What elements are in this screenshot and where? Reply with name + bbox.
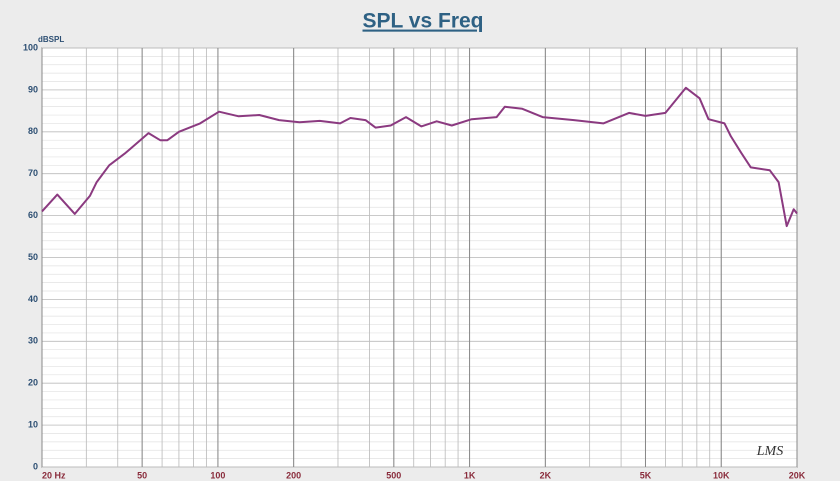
x-tick-label: 20K — [789, 470, 806, 480]
y-tick-label: 70 — [28, 168, 38, 178]
y-tick-label: 30 — [28, 336, 38, 346]
y-tick-label: 10 — [28, 419, 38, 429]
y-tick-label: 0 — [33, 461, 38, 471]
x-tick-label: 500 — [386, 470, 401, 480]
chart-title: SPL vs Freq — [363, 10, 484, 33]
y-tick-label: 100 — [23, 42, 38, 52]
x-tick-label: 10K — [713, 470, 730, 480]
x-tick-label: 100 — [210, 470, 225, 480]
x-tick-label: 200 — [286, 470, 301, 480]
y-tick-label: 90 — [28, 84, 38, 94]
x-tick-label: 50 — [137, 470, 147, 480]
x-tick-label: 1K — [464, 470, 476, 480]
y-tick-label: 60 — [28, 210, 38, 220]
y-tick-label: 80 — [28, 126, 38, 136]
y-tick-label: 50 — [28, 252, 38, 262]
spl-line — [41, 86, 798, 228]
x-tick-label: 2K — [540, 470, 552, 480]
y-tick-label: 40 — [28, 294, 38, 304]
y-tick-label: 20 — [28, 378, 38, 388]
x-tick-label: 20 Hz — [42, 470, 66, 480]
x-tick-label: 5K — [640, 470, 652, 480]
y-axis-label: dBSPL — [38, 35, 64, 44]
watermark: LMS — [756, 444, 783, 459]
